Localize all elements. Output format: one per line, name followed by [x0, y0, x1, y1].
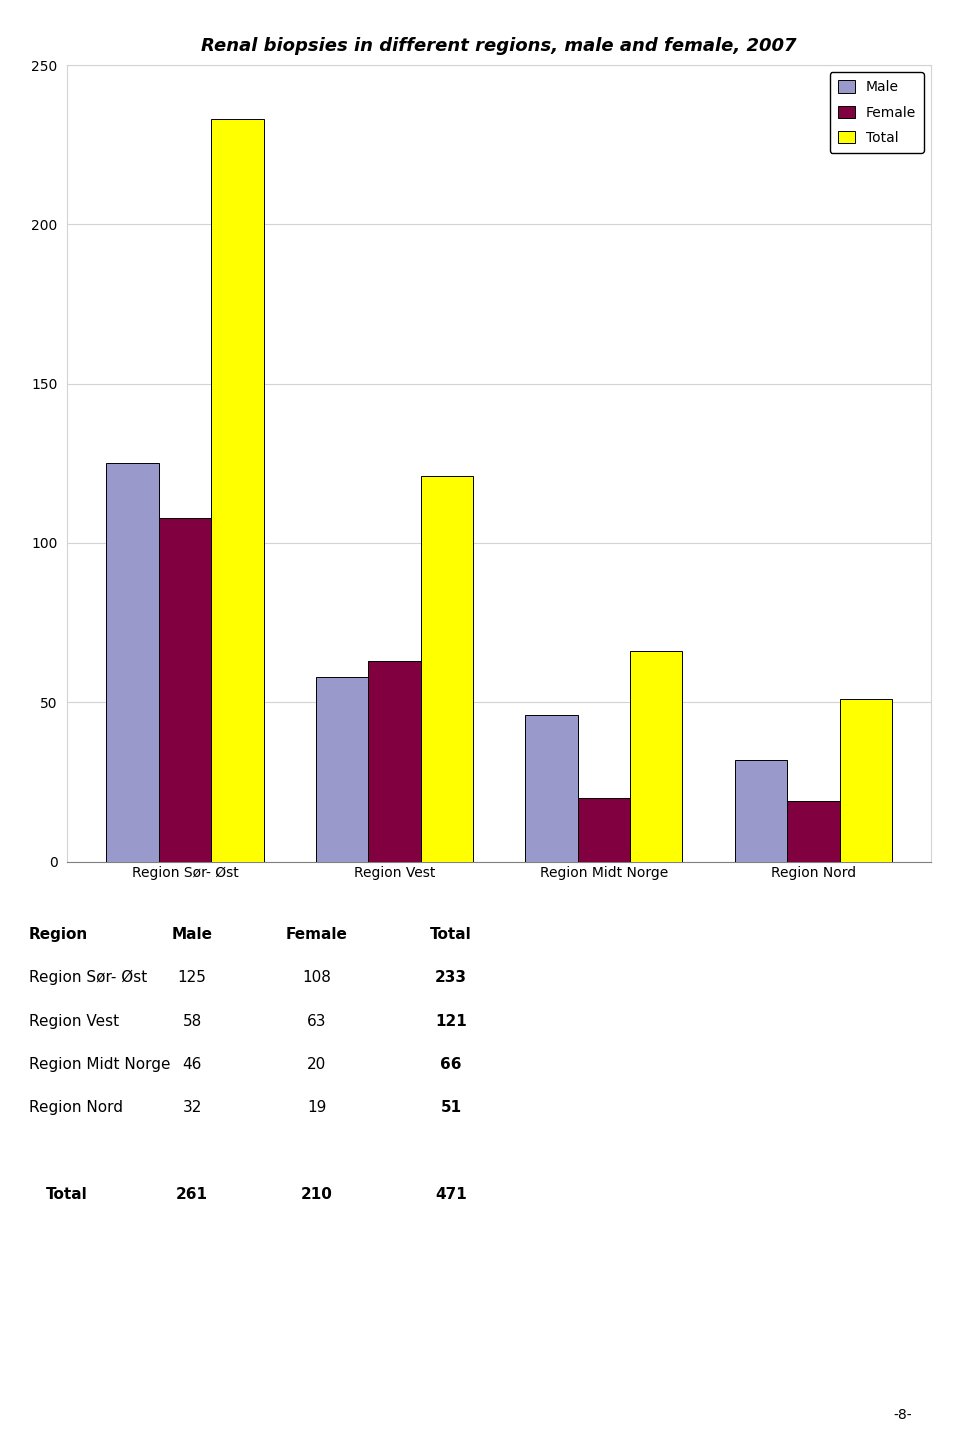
Text: 66: 66: [441, 1057, 462, 1072]
Text: Total: Total: [430, 927, 472, 941]
Text: 51: 51: [441, 1100, 462, 1115]
Text: 20: 20: [307, 1057, 326, 1072]
Text: Female: Female: [286, 927, 348, 941]
Bar: [840, 699, 892, 862]
Text: 125: 125: [178, 970, 206, 985]
Text: 58: 58: [182, 1014, 202, 1028]
Text: Region Sør- Øst: Region Sør- Øst: [29, 970, 147, 986]
Legend: Male, Female, Total: Male, Female, Total: [829, 72, 924, 153]
Text: 121: 121: [435, 1014, 468, 1028]
Text: 108: 108: [302, 970, 331, 985]
Bar: [316, 676, 369, 862]
Title: Renal biopsies in different regions, male and female, 2007: Renal biopsies in different regions, mal…: [202, 38, 797, 55]
Bar: [578, 798, 630, 862]
Text: Male: Male: [172, 927, 212, 941]
Bar: [420, 476, 473, 862]
Text: Total: Total: [46, 1187, 88, 1202]
Text: 63: 63: [307, 1014, 326, 1028]
Text: 471: 471: [435, 1187, 468, 1202]
Text: 233: 233: [435, 970, 468, 985]
Text: 261: 261: [176, 1187, 208, 1202]
Bar: [369, 660, 420, 862]
Text: 19: 19: [307, 1100, 326, 1115]
Text: 32: 32: [182, 1100, 202, 1115]
Bar: [734, 760, 787, 862]
Text: Region Midt Norge: Region Midt Norge: [29, 1057, 170, 1072]
Bar: [787, 801, 840, 862]
Bar: [211, 119, 264, 862]
Text: Region Nord: Region Nord: [29, 1100, 123, 1115]
Bar: [107, 463, 158, 862]
Text: Region Vest: Region Vest: [29, 1014, 119, 1028]
Text: 210: 210: [300, 1187, 333, 1202]
Bar: [630, 652, 683, 862]
Bar: [525, 715, 578, 862]
Text: -8-: -8-: [894, 1407, 912, 1422]
Text: 46: 46: [182, 1057, 202, 1072]
Bar: [158, 517, 211, 862]
Text: Region: Region: [29, 927, 88, 941]
